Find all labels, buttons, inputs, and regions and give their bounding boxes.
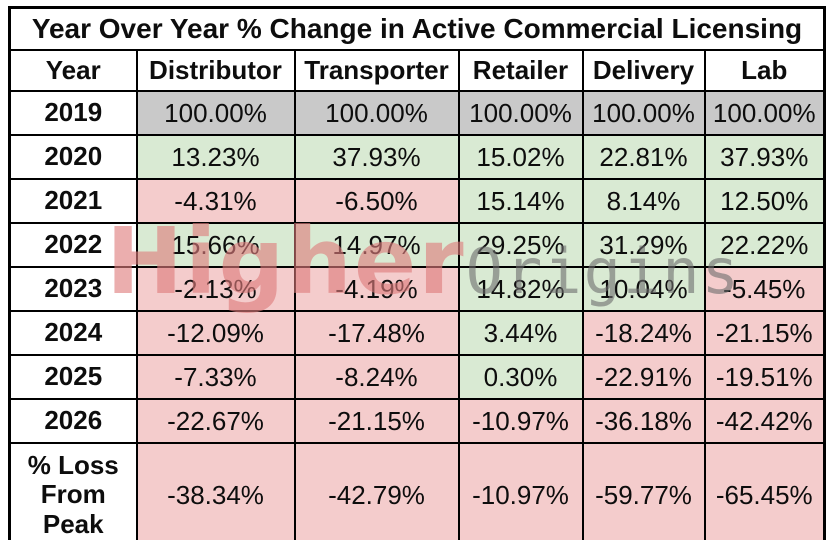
data-cell: 13.23% bbox=[135, 134, 296, 180]
data-cell: -4.19% bbox=[293, 266, 460, 312]
data-cell: 15.66% bbox=[135, 222, 296, 268]
row-label: 2021 bbox=[8, 178, 138, 224]
column-header-delivery: Delivery bbox=[581, 49, 706, 92]
row-label: 2026 bbox=[8, 398, 138, 444]
title-row: Year Over Year % Change in Active Commer… bbox=[8, 6, 826, 51]
data-cell: -7.33% bbox=[135, 354, 296, 400]
data-cell: 31.29% bbox=[581, 222, 706, 268]
table-row: 2024 -12.09% -17.48% 3.44% -18.24% -21.15% bbox=[8, 310, 826, 356]
data-cell: 14.97% bbox=[293, 222, 460, 268]
data-cell: -6.50% bbox=[293, 178, 460, 224]
data-cell: -4.31% bbox=[135, 178, 296, 224]
row-label: 2019 bbox=[8, 90, 138, 136]
row-label: % Loss From Peak bbox=[8, 442, 138, 540]
column-header-retailer: Retailer bbox=[457, 49, 584, 92]
data-cell: -65.45% bbox=[703, 442, 826, 540]
column-header-lab: Lab bbox=[703, 49, 826, 92]
data-cell: -38.34% bbox=[135, 442, 296, 540]
data-cell: 100.00% bbox=[457, 90, 584, 136]
data-cell: -10.97% bbox=[457, 442, 584, 540]
row-label: 2025 bbox=[8, 354, 138, 400]
data-cell: 100.00% bbox=[581, 90, 706, 136]
data-cell: -21.15% bbox=[293, 398, 460, 444]
data-cell: -8.24% bbox=[293, 354, 460, 400]
data-cell: -10.97% bbox=[457, 398, 584, 444]
data-cell: -19.51% bbox=[703, 354, 826, 400]
data-cell: 3.44% bbox=[457, 310, 584, 356]
row-label: 2024 bbox=[8, 310, 138, 356]
data-cell: -12.09% bbox=[135, 310, 296, 356]
column-header-transporter: Transporter bbox=[293, 49, 460, 92]
row-label: 2020 bbox=[8, 134, 138, 180]
data-cell: 15.02% bbox=[457, 134, 584, 180]
data-cell: -18.24% bbox=[581, 310, 706, 356]
data-cell: 0.30% bbox=[457, 354, 584, 400]
data-cell: -59.77% bbox=[581, 442, 706, 540]
header-row: Year Distributor Transporter Retailer De… bbox=[8, 49, 826, 92]
table-row: 2025 -7.33% -8.24% 0.30% -22.91% -19.51% bbox=[8, 354, 826, 400]
table-title: Year Over Year % Change in Active Commer… bbox=[8, 6, 826, 51]
data-cell: 100.00% bbox=[293, 90, 460, 136]
row-label: 2023 bbox=[8, 266, 138, 312]
data-cell: -42.42% bbox=[703, 398, 826, 444]
table-row: 2019 100.00% 100.00% 100.00% 100.00% 100.00% bbox=[8, 90, 826, 136]
column-header-year: Year bbox=[8, 49, 138, 92]
table-row: 2020 13.23% 37.93% 15.02% 22.81% 37.93% bbox=[8, 134, 826, 180]
data-cell: -5.45% bbox=[703, 266, 826, 312]
table-row: 2022 15.66% 14.97% 29.25% 31.29% 22.22% bbox=[8, 222, 826, 268]
table-row: 2026 -22.67% -21.15% -10.97% -36.18% -42.42% bbox=[8, 398, 826, 444]
data-cell: -42.79% bbox=[293, 442, 460, 540]
data-cell: 14.82% bbox=[457, 266, 584, 312]
data-cell: -36.18% bbox=[581, 398, 706, 444]
data-cell: 100.00% bbox=[135, 90, 296, 136]
data-cell: -22.91% bbox=[581, 354, 706, 400]
data-cell: 37.93% bbox=[293, 134, 460, 180]
row-label: 2022 bbox=[8, 222, 138, 268]
data-cell: 12.50% bbox=[703, 178, 826, 224]
data-cell: 37.93% bbox=[703, 134, 826, 180]
data-cell: 29.25% bbox=[457, 222, 584, 268]
data-cell: 8.14% bbox=[581, 178, 706, 224]
data-cell: 10.04% bbox=[581, 266, 706, 312]
table-body: 2019 100.00% 100.00% 100.00% 100.00% 100.00% 2… bbox=[8, 90, 826, 540]
table-row: % Loss From Peak -38.34% -42.79% -10.97% -59… bbox=[8, 442, 826, 540]
licensing-change-table: Year Over Year % Change in Active Commer… bbox=[8, 6, 826, 540]
column-header-distributor: Distributor bbox=[135, 49, 296, 92]
table-head: Year Over Year % Change in Active Commer… bbox=[8, 6, 826, 92]
data-cell: 22.81% bbox=[581, 134, 706, 180]
data-cell: -22.67% bbox=[135, 398, 296, 444]
table-row: 2021 -4.31% -6.50% 15.14% 8.14% 12.50% bbox=[8, 178, 826, 224]
data-cell: 22.22% bbox=[703, 222, 826, 268]
data-cell: -21.15% bbox=[703, 310, 826, 356]
data-cell: 15.14% bbox=[457, 178, 584, 224]
data-cell: -17.48% bbox=[293, 310, 460, 356]
table-row: 2023 -2.13% -4.19% 14.82% 10.04% -5.45% bbox=[8, 266, 826, 312]
data-cell: -2.13% bbox=[135, 266, 296, 312]
data-cell: 100.00% bbox=[703, 90, 826, 136]
